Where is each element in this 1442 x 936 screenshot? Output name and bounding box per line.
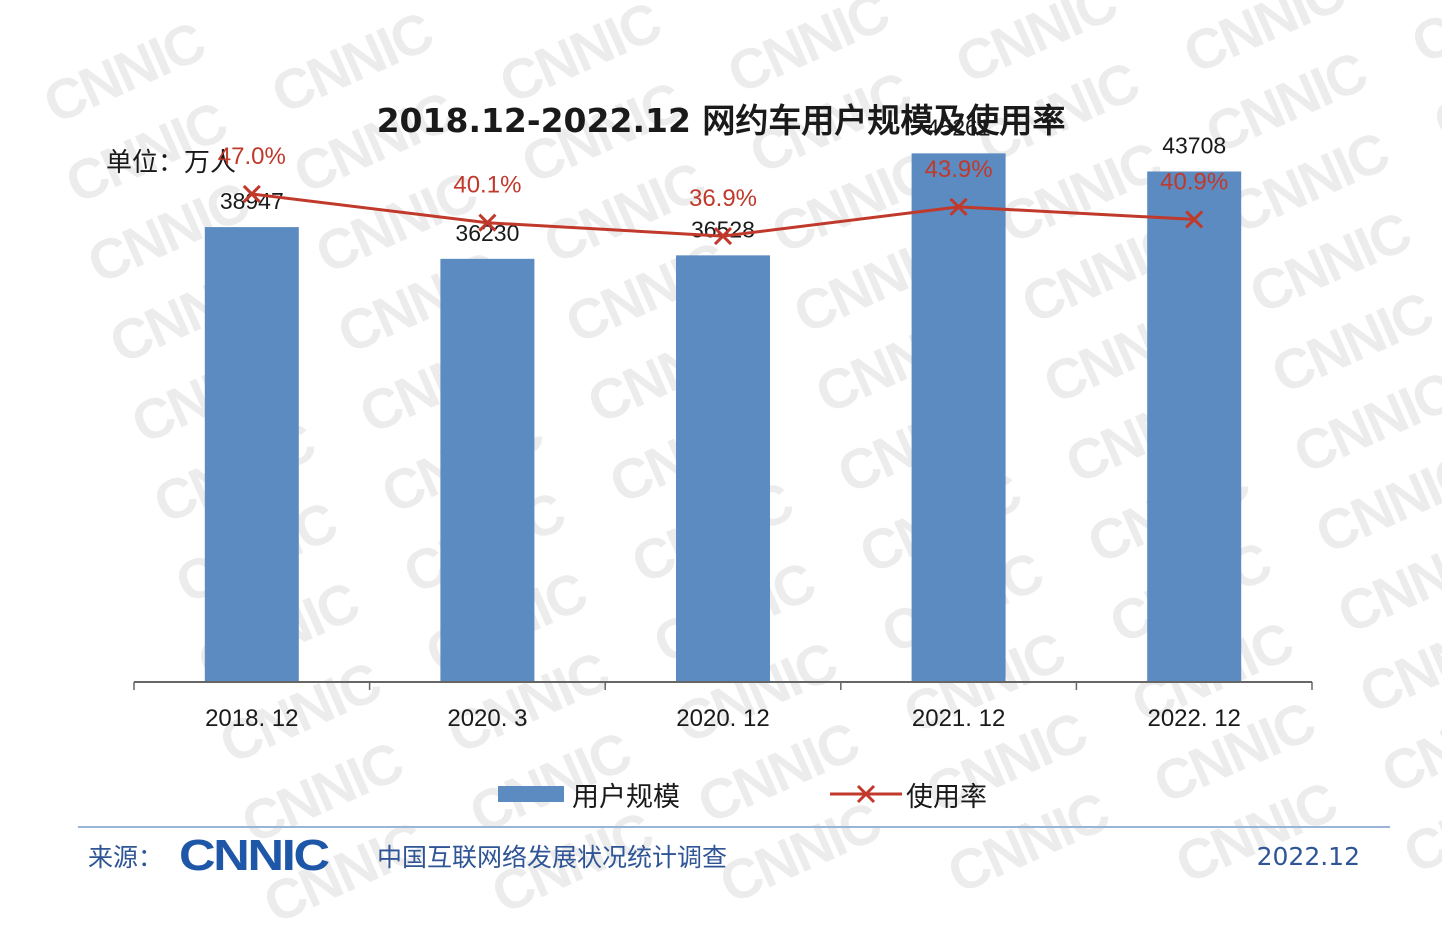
legend-label-bar: 用户规模 xyxy=(572,781,680,813)
usage-rate-point xyxy=(1185,210,1204,229)
legend-item-line: 使用率 xyxy=(830,775,987,814)
x-tick-label: 2020. 3 xyxy=(447,705,527,732)
usage-rate-point xyxy=(242,184,261,204)
footer-divider xyxy=(78,826,1390,828)
x-tick-label: 2022. 12 xyxy=(1147,705,1240,732)
usage-rate-label: 36.9% xyxy=(689,185,757,212)
bar xyxy=(204,227,299,682)
x-tick-label: 2018. 12 xyxy=(205,705,298,732)
usage-rate-point xyxy=(713,227,733,246)
legend-label-line: 使用率 xyxy=(906,781,987,813)
usage-rate-label: 43.9% xyxy=(925,156,993,183)
source-organization: 中国互联网络发展状况统计调查 xyxy=(377,843,728,872)
footer-date: 2022.12 xyxy=(1256,841,1360,871)
bar xyxy=(911,153,1006,683)
bar xyxy=(1147,171,1242,683)
source-label: 来源： xyxy=(88,843,164,872)
usage-rate-label: 40.1% xyxy=(453,172,521,199)
bar-value-label: 45261 xyxy=(927,114,991,140)
usage-rate-label: 40.9% xyxy=(1160,168,1228,195)
x-tick-label: 2020. 12 xyxy=(676,705,769,732)
footer: 来源： CNNIC 中国互联网络发展状况统计调查 2022.12 xyxy=(88,831,1360,880)
bar-value-label: 36528 xyxy=(691,216,755,242)
cnnic-logo: CNNIC xyxy=(179,831,330,880)
legend-swatch-line xyxy=(830,784,902,804)
legend-swatch-bar xyxy=(498,786,564,802)
usage-rate-label: 47.0% xyxy=(218,143,286,170)
bar xyxy=(440,258,535,682)
usage-rate-point xyxy=(478,213,497,232)
chart-title: 2018.12-2022.12 网约车用户规模及使用率 xyxy=(376,101,1066,140)
bar xyxy=(676,255,770,682)
x-tick-label: 2021. 12 xyxy=(912,705,1005,732)
usage-rate-point xyxy=(949,197,968,216)
legend: 用户规模 使用率 xyxy=(498,772,987,816)
unit-label: 单位：万人 xyxy=(106,148,237,178)
legend-item-bar: 用户规模 xyxy=(498,775,680,814)
bar-value-label: 43708 xyxy=(1162,132,1226,158)
